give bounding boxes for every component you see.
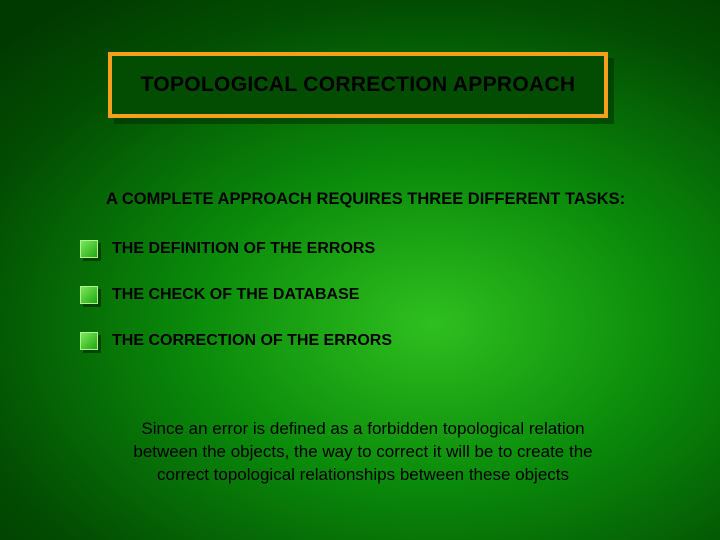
list-item: THE DEFINITION OF THE ERRORS (80, 240, 392, 258)
title-container: TOPOLOGICAL CORRECTION APPROACH (108, 52, 608, 118)
bullet-list: THE DEFINITION OF THE ERRORS THE CHECK O… (80, 240, 392, 378)
intro-text: A COMPLETE APPROACH REQUIRES THREE DIFFE… (106, 190, 625, 209)
title-box: TOPOLOGICAL CORRECTION APPROACH (108, 52, 608, 118)
bullet-label: THE DEFINITION OF THE ERRORS (112, 240, 375, 258)
list-item: THE CORRECTION OF THE ERRORS (80, 332, 392, 350)
bullet-icon (80, 332, 98, 350)
bullet-label: THE CHECK OF THE DATABASE (112, 286, 359, 304)
slide-title: TOPOLOGICAL CORRECTION APPROACH (141, 73, 576, 97)
bullet-icon (80, 240, 98, 258)
explanation-text: Since an error is defined as a forbidden… (108, 418, 618, 487)
bullet-icon (80, 286, 98, 304)
list-item: THE CHECK OF THE DATABASE (80, 286, 392, 304)
bullet-label: THE CORRECTION OF THE ERRORS (112, 332, 392, 350)
